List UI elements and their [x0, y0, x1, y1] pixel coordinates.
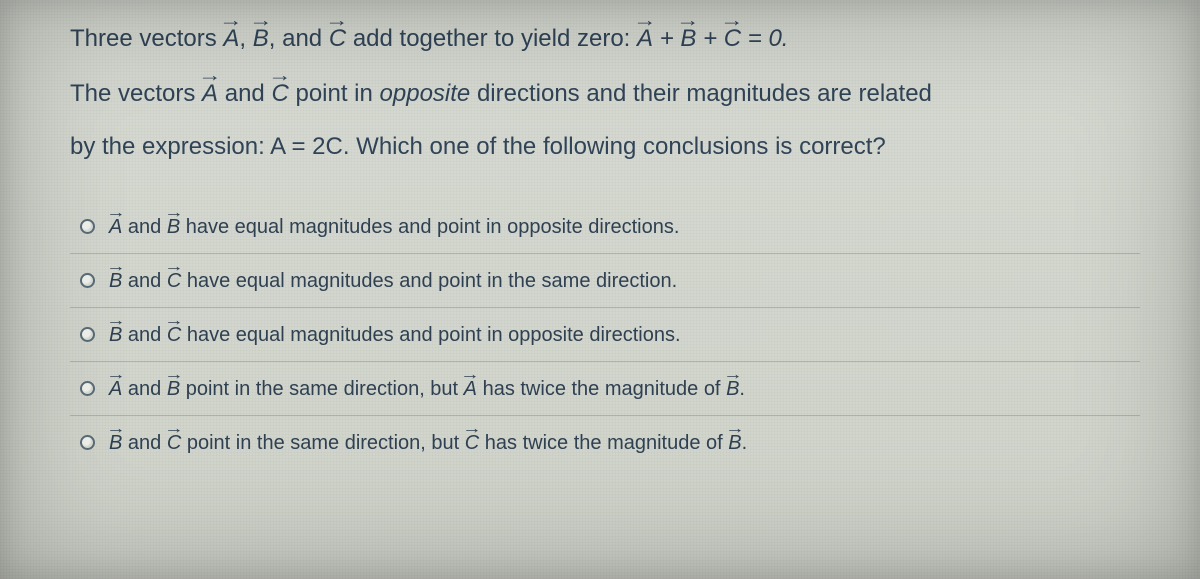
vector-B: B	[109, 268, 122, 293]
text: The vectors	[70, 80, 202, 107]
options-list: A and B have equal magnitudes and point …	[70, 200, 1140, 469]
vector-C: C	[329, 18, 346, 57]
text: point in the same direction, but	[180, 378, 464, 400]
question-stem: Three vectors A, B, and C add together t…	[70, 18, 1140, 166]
option-text: B and C have equal magnitudes and point …	[109, 322, 681, 347]
stem-line-2: The vectors A and C point in opposite di…	[70, 73, 1140, 112]
option-2[interactable]: B and C have equal magnitudes and point …	[70, 254, 1140, 308]
vector-B: B	[167, 214, 180, 239]
text: have equal magnitudes and point in oppos…	[180, 216, 679, 238]
vector-C: C	[167, 430, 181, 455]
option-3[interactable]: B and C have equal magnitudes and point …	[70, 308, 1140, 362]
vector-A: A	[109, 214, 122, 239]
stem-line-1: Three vectors A, B, and C add together t…	[70, 18, 1140, 57]
text: and	[122, 432, 166, 454]
vector-C: C	[167, 322, 181, 347]
text: have equal magnitudes and point in the s…	[181, 270, 677, 292]
text: point in	[295, 80, 379, 107]
radio-icon[interactable]	[80, 381, 95, 396]
text: Three vectors	[70, 25, 223, 52]
vector-A: A	[223, 18, 239, 57]
text: and	[122, 216, 166, 238]
option-text: A and B have equal magnitudes and point …	[109, 214, 679, 239]
radio-icon[interactable]	[80, 327, 95, 342]
vector-A2: A	[464, 376, 477, 401]
text: and	[225, 80, 272, 107]
vector-B: B	[253, 18, 269, 57]
text: and	[122, 324, 166, 346]
text: by the expression: A = 2C. Which one of …	[70, 133, 886, 160]
text: and	[122, 270, 166, 292]
eq-vector-A: A	[637, 18, 653, 57]
radio-icon[interactable]	[80, 219, 95, 234]
option-text: B and C point in the same direction, but…	[109, 430, 747, 455]
emphasis-opposite: opposite	[380, 80, 471, 107]
eq-vector-C: C	[724, 18, 741, 57]
stem-line-3: by the expression: A = 2C. Which one of …	[70, 128, 1140, 165]
text: has twice the magnitude of	[479, 432, 728, 454]
radio-icon[interactable]	[80, 273, 95, 288]
vector-C2: C	[465, 430, 479, 455]
vector-B2: B	[728, 430, 741, 455]
option-text: B and C have equal magnitudes and point …	[109, 268, 677, 293]
vector-C: C	[167, 268, 181, 293]
vector-A: A	[202, 73, 218, 112]
text: , and	[269, 25, 329, 52]
vector-C: C	[271, 73, 288, 112]
text: have equal magnitudes and point in oppos…	[181, 324, 680, 346]
vector-B: B	[167, 376, 180, 401]
text: and	[122, 378, 166, 400]
vector-B2: B	[726, 376, 739, 401]
question-card: Three vectors A, B, and C add together t…	[0, 0, 1200, 579]
text: point in the same direction, but	[181, 432, 465, 454]
vector-B: B	[109, 430, 122, 455]
text: directions and their magnitudes are rela…	[470, 80, 932, 107]
vector-B: B	[109, 322, 122, 347]
vector-A: A	[109, 376, 122, 401]
text: add together to yield zero:	[353, 25, 637, 52]
option-1[interactable]: A and B have equal magnitudes and point …	[70, 200, 1140, 254]
option-text: A and B point in the same direction, but…	[109, 376, 745, 401]
text: has twice the magnitude of	[477, 378, 726, 400]
option-4[interactable]: A and B point in the same direction, but…	[70, 362, 1140, 416]
eq-vector-B: B	[680, 18, 696, 57]
text: = 0.	[741, 25, 788, 52]
radio-icon[interactable]	[80, 435, 95, 450]
option-5[interactable]: B and C point in the same direction, but…	[70, 416, 1140, 469]
